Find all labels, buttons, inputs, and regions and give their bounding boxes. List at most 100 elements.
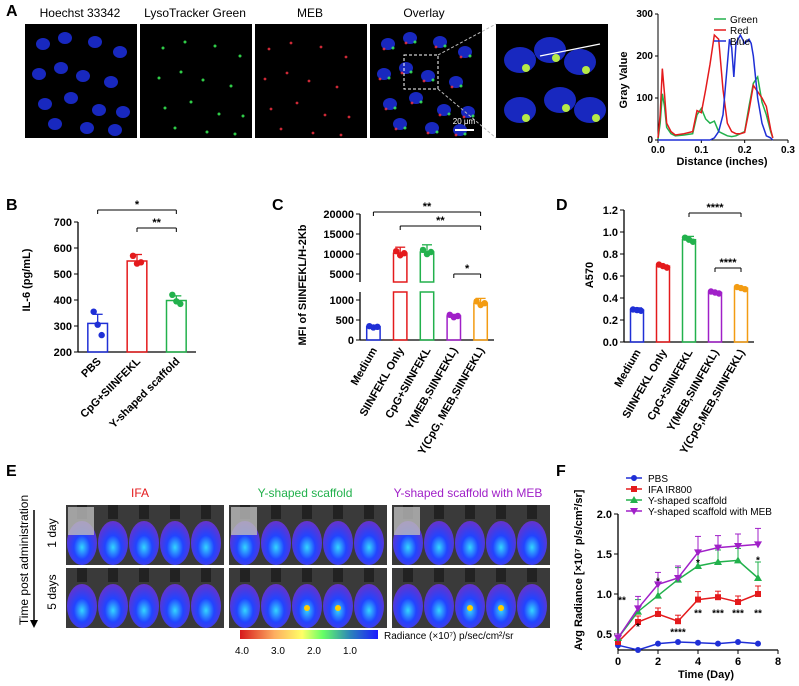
lysosome-dot [241, 114, 245, 118]
meb-dot [459, 55, 463, 59]
lysosome-dot [189, 100, 193, 104]
b-bar [126, 260, 148, 353]
f-point [694, 549, 702, 557]
nucleus-cell [433, 36, 447, 48]
f-ytick-label: 0.5 [597, 629, 612, 641]
d-bar [707, 291, 723, 343]
microscopy-cells [32, 32, 606, 137]
nucleus-cell [54, 62, 68, 74]
mouse-signal [67, 584, 97, 628]
group-label-scaffold-meb: Y-shaped scaffold with MEB [394, 486, 543, 500]
imaging-glare [231, 507, 257, 535]
f-ytick-label: 1.0 [597, 589, 612, 601]
f-legend-marker [631, 475, 637, 481]
lysosome-dot [409, 70, 413, 74]
f-annotation-bottom: *** [732, 608, 744, 619]
nucleus-cell [421, 70, 435, 82]
meb-dot [394, 127, 398, 131]
f-xtick-label: 0 [615, 656, 621, 668]
meb-dot [450, 85, 454, 89]
f-ytick-label: 2.0 [597, 509, 612, 521]
f-xtick-label: 4 [695, 656, 702, 668]
mouse-signal [292, 521, 322, 565]
imaging-glare [394, 507, 420, 535]
d-ytick-label: 0.4 [603, 293, 619, 305]
meb-dot [344, 55, 348, 59]
mouse-clip [364, 505, 374, 519]
zoom-nucleus [564, 49, 596, 75]
nucleus-cell [104, 76, 118, 88]
image-label-lysotracker: LysoTracker Green [144, 6, 246, 20]
meb-dot [384, 107, 388, 111]
mouse-signal [424, 584, 454, 628]
f-series-line [617, 559, 759, 639]
lysosome-dot [463, 132, 467, 136]
mouse-clip [364, 568, 374, 582]
panel-label-e: E [6, 463, 17, 480]
line-profile [539, 43, 601, 57]
f-point [675, 618, 681, 625]
legend-label-blue: Blue [730, 37, 750, 48]
f-point [634, 605, 642, 613]
lysosome-dot [403, 126, 407, 130]
panel-label-c: C [272, 197, 284, 214]
lysosome-dot [238, 54, 242, 58]
zoom-nucleus [544, 87, 576, 113]
zoom-colocalized-dot [522, 64, 530, 72]
d-sig-label: **** [719, 257, 737, 269]
c-data-point [401, 250, 408, 257]
colorbar-tick-1: 1.0 [343, 646, 357, 657]
mouse-signal [129, 584, 159, 628]
nucleus-cell [116, 106, 130, 118]
lysosome-dot [163, 106, 167, 110]
f-series-line [617, 641, 759, 651]
d-ytick-label: 0.6 [603, 271, 618, 283]
d-bar [655, 265, 671, 343]
mouse-hotspot [467, 605, 473, 611]
nucleus-cell [36, 38, 50, 50]
f-point [635, 619, 641, 625]
f-point [755, 591, 761, 597]
f-legend-label: Y-shaped scaffold [648, 496, 727, 507]
meb-dot [454, 133, 458, 137]
mouse-signal [517, 521, 547, 565]
f-point [715, 640, 721, 647]
f-legend-label: Y-shaped scaffold with MEB [648, 507, 772, 518]
c-data-point [454, 312, 461, 320]
mouse-signal [393, 584, 423, 628]
mouse-clip [434, 505, 444, 519]
legend-label-green: Green [730, 15, 758, 26]
mouse-clip [108, 568, 118, 582]
image-meb [255, 24, 367, 138]
f-point [714, 544, 722, 552]
zoom-colocalized-dot [522, 114, 530, 122]
colorbar [240, 630, 378, 639]
mice-images [66, 505, 550, 628]
series-line-green [657, 75, 774, 140]
f-annotation-bottom: ** [754, 608, 762, 619]
lysosome-dot [431, 78, 435, 82]
c-bar [419, 291, 435, 341]
b-data-point [129, 252, 137, 259]
lysosome-dot [229, 84, 233, 88]
panel-label-a: A [6, 3, 18, 20]
f-point [695, 639, 701, 646]
nucleus-cell [403, 32, 417, 44]
mouse-clip [302, 568, 312, 582]
b-category-label: Y-shaped scaffold [107, 356, 182, 431]
f-legend-marker [630, 508, 638, 515]
panel-a-images: Hoechst 33342 LysoTracker Green MEB Over… [25, 6, 608, 139]
f-legend-label: IFA IR800 [648, 485, 692, 496]
series-line-red [657, 33, 774, 139]
meb-dot [267, 47, 271, 51]
c-ytick-label: 20000 [323, 209, 354, 221]
scale-bar-label: 20 μm [453, 117, 476, 126]
lysosome-dot [468, 54, 472, 58]
lysosome-dot [459, 84, 463, 88]
panel-label-b: B [6, 197, 18, 214]
c-data-point [393, 247, 400, 255]
lysosome-dot [201, 78, 205, 82]
f-annotation-top: * [696, 558, 700, 569]
colorbar-tick-2: 2.0 [307, 646, 321, 657]
nucleus-cell [108, 124, 122, 136]
